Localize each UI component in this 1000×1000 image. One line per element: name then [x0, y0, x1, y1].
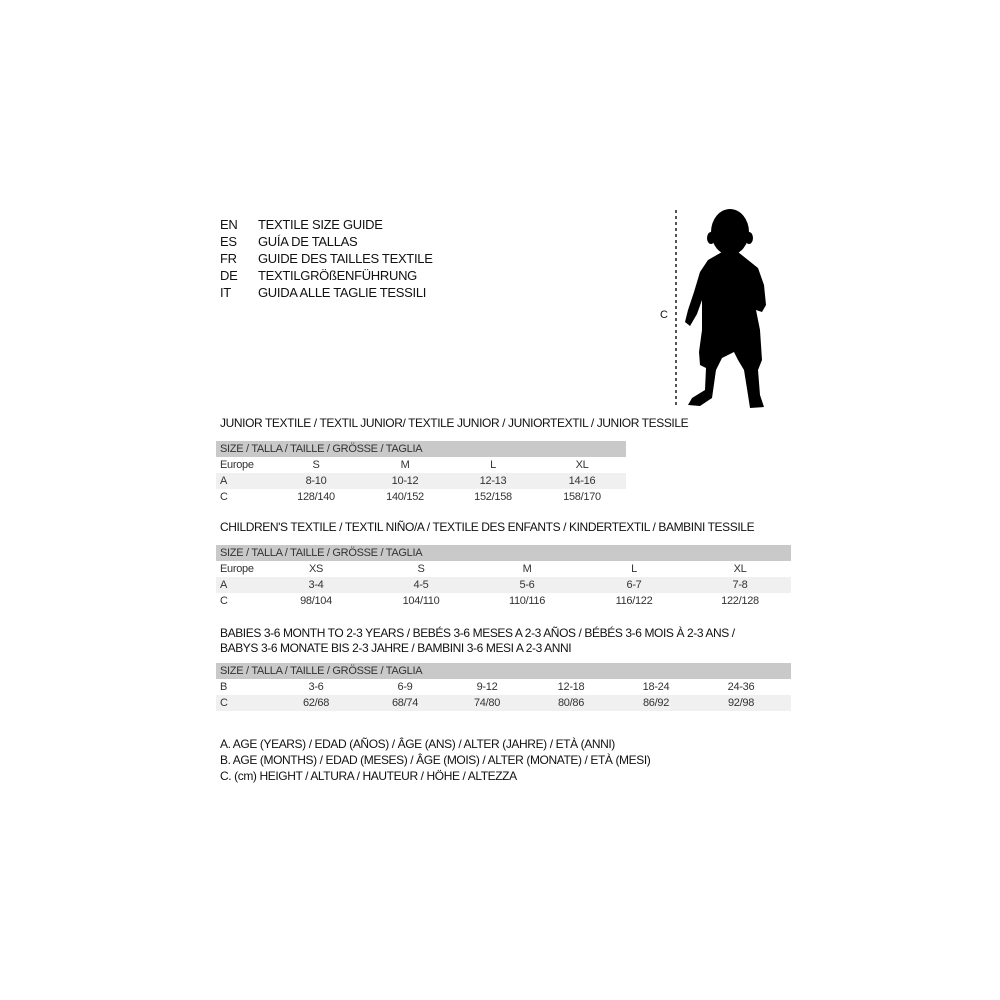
language-code: EN	[220, 217, 238, 232]
table-cell: XL	[575, 459, 589, 471]
table-cell: L	[490, 459, 496, 471]
table-cell: 6-7	[626, 579, 642, 591]
child-silhouette-icon	[685, 209, 766, 408]
table-row: A 3-4 4-5 5-6 6-7 7-8	[216, 577, 791, 593]
row-label: C	[220, 595, 228, 607]
table-cell: 62/68	[302, 697, 330, 709]
language-title: GUIDA ALLE TAGLIE TESSILI	[258, 285, 427, 300]
babies-title-line1: BABIES 3-6 MONTH TO 2-3 YEARS / BEBÉS 3-…	[220, 626, 735, 640]
table-row: C 62/68 68/74 74/80 80/86 86/92 92/98	[216, 695, 791, 711]
junior-title: JUNIOR TEXTILE / TEXTIL JUNIOR/ TEXTILE …	[220, 416, 689, 430]
table-cell: 158/170	[563, 491, 601, 503]
size-header-row: SIZE / TALLA / TAILLE / GRÖSSE / TAGLIA	[216, 545, 791, 561]
table-row: A 8-10 10-12 12-13 14-16	[216, 473, 626, 489]
table-cell: 86/92	[642, 697, 670, 709]
table-cell: 7-8	[732, 579, 748, 591]
table-cell: 3-4	[308, 579, 324, 591]
table-cell: 5-6	[519, 579, 535, 591]
table-cell: 8-10	[305, 475, 327, 487]
junior-size-table: SIZE / TALLA / TAILLE / GRÖSSE / TAGLIA E…	[216, 441, 626, 505]
language-title: GUÍA DE TALLAS	[258, 234, 358, 249]
legend-a: A. AGE (YEARS) / EDAD (AÑOS) / ÂGE (ANS)…	[220, 737, 615, 751]
table-cell: XL	[733, 563, 747, 575]
row-label: C	[220, 491, 228, 503]
table-cell: 110/116	[508, 595, 546, 607]
table-cell: 18-24	[642, 681, 670, 693]
table-row: C 128/140 140/152 152/158 158/170	[216, 489, 626, 505]
table-cell: 80/86	[557, 697, 585, 709]
children-size-table: SIZE / TALLA / TAILLE / GRÖSSE / TAGLIA E…	[216, 545, 791, 609]
babies-size-table: SIZE / TALLA / TAILLE / GRÖSSE / TAGLIA B…	[216, 663, 791, 711]
table-cell: 140/152	[386, 491, 424, 503]
table-cell: 9-12	[476, 681, 498, 693]
table-cell: M	[522, 563, 532, 575]
legend-c: C. (cm) HEIGHT / ALTURA / HAUTEUR / HÖHE…	[220, 769, 517, 783]
row-label: Europe	[220, 459, 254, 471]
table-row: B 3-6 6-9 9-12 12-18 18-24 24-36	[216, 679, 791, 695]
table-cell: 12-18	[557, 681, 585, 693]
table-cell: 116/122	[615, 595, 653, 607]
table-cell: 98/104	[300, 595, 332, 607]
size-header-row: SIZE / TALLA / TAILLE / GRÖSSE / TAGLIA	[216, 663, 791, 679]
table-cell: 10-12	[391, 475, 419, 487]
table-cell: 122/128	[721, 595, 759, 607]
table-cell: L	[631, 563, 637, 575]
language-code: IT	[220, 285, 231, 300]
row-label: C	[220, 697, 228, 709]
legend-b: B. AGE (MONTHS) / EDAD (MESES) / ÂGE (MO…	[220, 753, 651, 767]
size-header-row: SIZE / TALLA / TAILLE / GRÖSSE / TAGLIA	[216, 441, 626, 457]
table-cell: M	[400, 459, 410, 471]
children-title: CHILDREN'S TEXTILE / TEXTIL NIÑO/A / TEX…	[220, 520, 755, 534]
table-cell: 4-5	[413, 579, 429, 591]
row-label: Europe	[220, 563, 254, 575]
language-title: TEXTILE SIZE GUIDE	[258, 217, 383, 232]
babies-title-line2: BABYS 3-6 MONATE BIS 2-3 JAHRE / BAMBINI…	[220, 641, 572, 655]
language-title: GUIDE DES TAILLES TEXTILE	[258, 251, 433, 266]
row-label: A	[220, 579, 228, 591]
table-cell: S	[417, 563, 425, 575]
table-cell: 6-9	[397, 681, 413, 693]
table-cell: 24-36	[727, 681, 755, 693]
table-cell: 104/110	[402, 595, 440, 607]
language-code: FR	[220, 251, 237, 266]
table-cell: 152/158	[474, 491, 512, 503]
table-cell: 68/74	[391, 697, 419, 709]
language-title: TEXTILGRÖßENFÜHRUNG	[258, 268, 417, 283]
table-row: C 98/104 104/110 110/116 116/122 122/128	[216, 593, 791, 609]
table-cell: 14-16	[568, 475, 596, 487]
table-cell: 92/98	[727, 697, 755, 709]
table-row: Europe XS S M L XL	[216, 561, 791, 577]
table-row: Europe S M L XL	[216, 457, 626, 473]
language-code: ES	[220, 234, 237, 249]
row-label: A	[220, 475, 228, 487]
height-label: C	[660, 309, 668, 321]
row-label: B	[220, 681, 228, 693]
table-cell: S	[312, 459, 320, 471]
language-code: DE	[220, 268, 238, 283]
table-cell: XS	[308, 563, 324, 575]
table-cell: 74/80	[473, 697, 501, 709]
table-cell: 12-13	[479, 475, 507, 487]
table-cell: 3-6	[308, 681, 324, 693]
table-cell: 128/140	[297, 491, 335, 503]
